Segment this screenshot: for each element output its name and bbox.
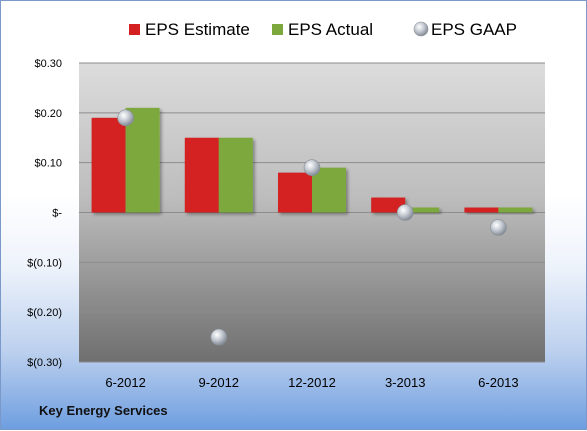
y-tick-label: $0.30	[34, 58, 62, 70]
legend-label: EPS Estimate	[145, 20, 250, 39]
eps-gaap-marker	[117, 109, 134, 127]
x-tick-label: 9-2012	[199, 375, 239, 390]
y-tick-label: $(0.20)	[27, 307, 62, 319]
company-label: Key Energy Services	[39, 403, 168, 418]
legend: EPS Estimate EPS Actual EPS GAAP	[129, 20, 517, 39]
legend-label: EPS GAAP	[431, 20, 517, 39]
eps-estimate-bar	[371, 197, 406, 213]
eps-gaap-marker	[210, 328, 228, 346]
gaap-markers	[117, 109, 507, 346]
y-tick-label: $0.10	[34, 158, 62, 170]
x-axis-ticks: 6-2012 9-2012 12-2012 3-2013 6-2013	[105, 375, 518, 390]
y-tick-label: $(0.30)	[27, 357, 62, 369]
eps-actual-bar	[498, 207, 533, 213]
legend-swatch	[272, 24, 283, 35]
y-axis-ticks: $0.30 $0.20 $0.10 $- $(0.10) $(0.20) $(0.30)	[27, 58, 62, 369]
x-tick-label: 3-2013	[385, 375, 425, 390]
eps-gaap-marker	[396, 204, 414, 221]
eps-estimate-bar	[464, 207, 499, 213]
eps-actual-bar	[218, 137, 253, 213]
x-tick-label: 6-2013	[478, 375, 518, 390]
legend-marker	[413, 21, 429, 37]
eps-estimate-bar	[278, 172, 312, 213]
eps-actual-bar	[125, 107, 160, 213]
eps-estimate-bar	[184, 137, 219, 213]
eps-gaap-marker	[490, 219, 507, 236]
x-tick-label: 6-2012	[105, 375, 145, 390]
eps-actual-bar	[312, 167, 346, 213]
legend-swatch	[129, 24, 140, 35]
x-tick-label: 12-2012	[288, 375, 336, 390]
eps-gaap-marker	[303, 159, 321, 176]
eps-estimate-bar	[91, 117, 126, 213]
legend-label: EPS Actual	[288, 20, 373, 39]
y-tick-label: $0.20	[34, 108, 62, 120]
y-tick-label: $-	[52, 208, 62, 220]
y-tick-label: $(0.10)	[27, 257, 62, 269]
eps-actual-bar	[405, 207, 440, 213]
bars	[91, 107, 533, 213]
